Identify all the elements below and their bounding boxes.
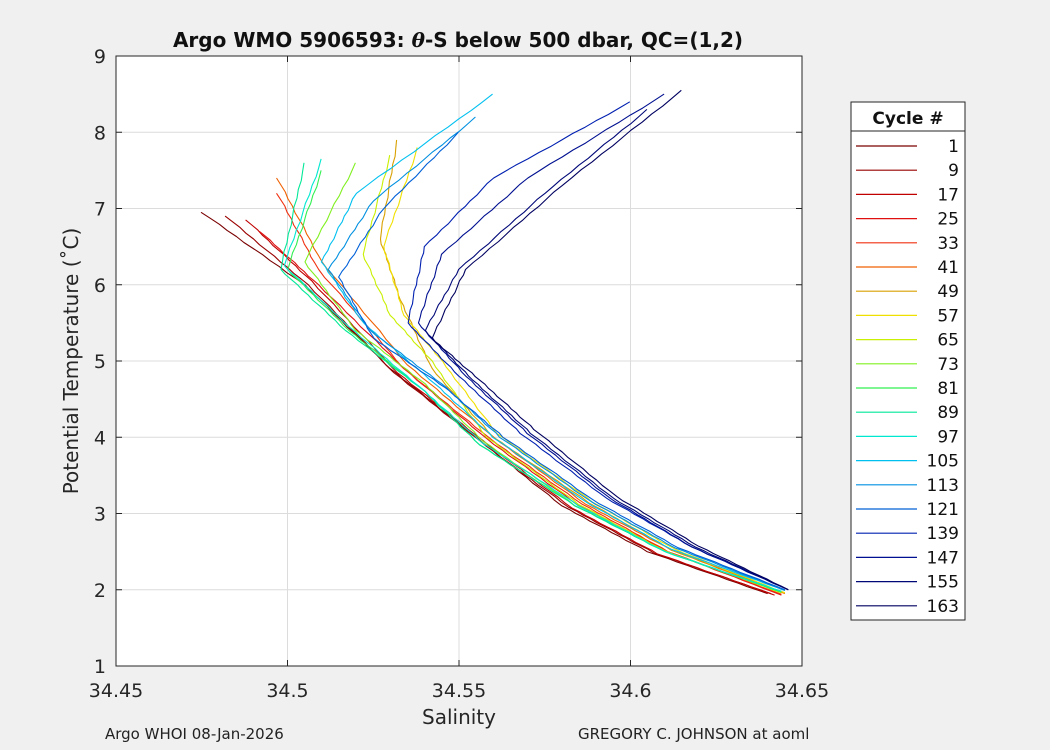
legend-label: 17 [937,185,959,205]
series-line-cycle-163 [431,89,789,591]
legend-label: 65 [937,331,959,351]
legend-items: 1 9 17 25 33 41 49 57 65 73 81 89 97 105 113 121 139 147 1… [856,137,959,617]
chart-title: Argo WMO 5906593: θ-S below 500 dbar, QC… [173,28,743,52]
y-tick-label: 8 [94,122,106,144]
y-tick-label: 4 [94,427,106,449]
x-tick-label: 34.5 [266,680,308,702]
series-line-cycle-147 [417,93,789,591]
series-line-cycle-121 [338,131,786,591]
series-line-cycle-97 [283,158,782,592]
x-tick-labels: 34.45 34.5 34.55 34.6 34.65 [89,680,829,702]
legend-label: 163 [927,597,959,617]
series-line-cycle-113 [327,116,786,592]
legend-label: 155 [927,573,959,593]
y-tick-label: 1 [94,656,106,678]
legend-label: 89 [937,403,959,423]
x-tick-label: 34.45 [89,680,143,702]
footer-left: Argo WHOI 08-Jan-2026 [105,725,284,743]
legend-label: 33 [937,234,959,254]
footer-right: GREGORY C. JOHNSON at aoml [578,725,810,743]
y-axis-label: Potential Temperature (˚C) [59,228,83,495]
y-tick-label: 2 [94,580,106,602]
legend: Cycle # 1 9 17 25 33 41 49 57 65 73 81 89 97 105 113 12… [850,101,966,621]
series-line-cycle-57 [383,147,786,594]
x-axis-label: Salinity [422,705,496,729]
ticks [115,55,803,667]
series-line-cycle-155 [424,108,789,591]
legend-label: 113 [927,476,959,496]
y-tick-label: 9 [94,46,106,68]
series-line-cycle-105 [320,93,786,592]
legend-label: 49 [937,282,959,302]
legend-title: Cycle # [872,109,943,129]
legend-label: 41 [937,258,959,278]
y-tick-label: 3 [94,504,106,526]
legend-label: 97 [937,427,959,447]
y-tick-label: 6 [94,275,106,297]
theta-symbol: θ [412,28,426,52]
legend-label: 73 [937,355,959,375]
y-tick-labels: 1 2 3 4 5 6 7 8 9 [94,46,106,678]
y-tick-label: 7 [94,199,106,221]
series-group [200,89,789,596]
y-tick-label: 5 [94,351,106,373]
legend-label: 139 [927,524,959,544]
legend-label: 25 [937,210,959,230]
legend-label: 81 [937,379,959,399]
legend-label: 147 [927,548,959,568]
legend-label: 9 [948,161,959,181]
legend-label: 57 [937,306,959,326]
x-tick-label: 34.65 [775,680,829,702]
x-tick-label: 34.55 [432,680,486,702]
legend-label: 105 [927,452,959,472]
legend-label: 121 [927,500,959,520]
legend-label: 1 [948,137,959,157]
x-tick-label: 34.6 [609,680,651,702]
